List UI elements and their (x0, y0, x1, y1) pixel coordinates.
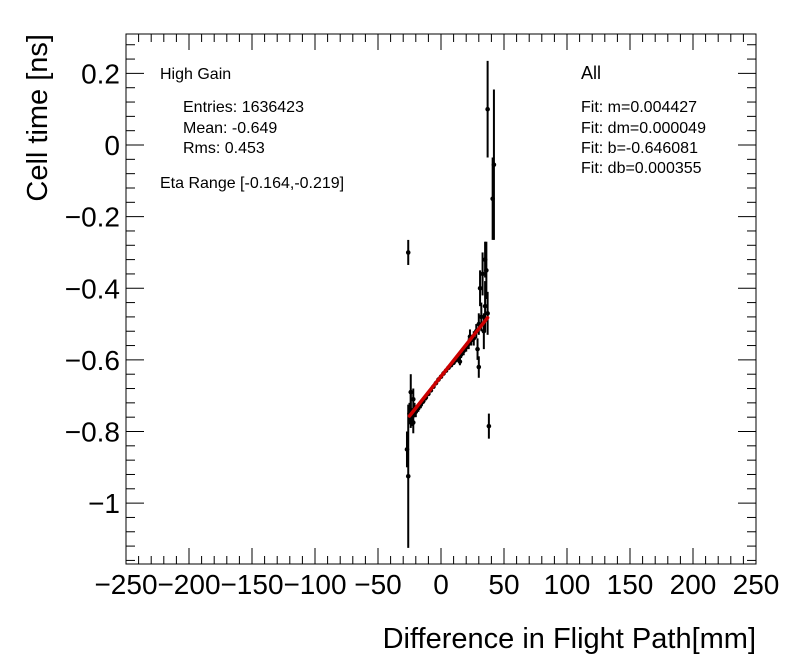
data-point (408, 389, 414, 395)
data-point (457, 359, 463, 364)
y-tick-label: −0.4 (65, 273, 120, 304)
fit-dm-label: Fit: dm=0.000049 (581, 120, 706, 137)
data-point (410, 396, 416, 402)
y-tick-label: −0.6 (65, 345, 120, 376)
mean-label: Mean: -0.649 (183, 120, 277, 137)
fit-b-label: Fit: b=-0.646081 (581, 140, 698, 157)
eta-range-label: Eta Range [-0.164,-0.219] (160, 175, 344, 192)
axis-ticks (125, 34, 757, 564)
x-tick-label: −150 (220, 569, 283, 600)
data-point (477, 285, 483, 291)
y-tick-label: −1 (88, 488, 120, 519)
entries-label: Entries: 1636423 (183, 99, 304, 116)
data-point (410, 420, 416, 425)
data-point (486, 423, 492, 429)
axis-tick-labels: −250 −200 −150 −100 −50 0 50 100 150 200 250 0.2 0 −0… (65, 58, 780, 600)
x-tick-label: 100 (544, 569, 591, 600)
data-point (485, 311, 490, 316)
y-tick-label: −0.2 (65, 202, 120, 233)
data-point (405, 250, 411, 255)
x-tick-label: 50 (488, 569, 519, 600)
data-points (404, 60, 497, 548)
data-point (476, 364, 482, 370)
data-point (480, 271, 485, 277)
x-tick-label: −250 (94, 569, 157, 600)
x-tick-label: 250 (733, 569, 780, 600)
y-tick-label: 0 (104, 130, 120, 161)
x-tick-label: 0 (433, 569, 449, 600)
fit-line (407, 315, 490, 418)
data-point (479, 314, 484, 320)
data-point (485, 106, 490, 112)
x-axis-title: Difference in Flight Path[mm] (383, 623, 756, 655)
gain-label: High Gain (160, 66, 231, 83)
y-axis-title: Cell time [ns] (22, 34, 54, 202)
selection-label: All (581, 63, 601, 83)
data-point (484, 268, 489, 273)
data-point (475, 346, 480, 352)
fit-m-label: Fit: m=0.004427 (581, 99, 697, 116)
data-point (491, 162, 497, 168)
x-tick-label: 200 (670, 569, 717, 600)
y-tick-label: −0.8 (65, 417, 120, 448)
x-tick-label: −50 (354, 569, 402, 600)
x-tick-label: −100 (283, 569, 346, 600)
data-point (482, 303, 488, 309)
fit-db-label: Fit: db=0.000355 (581, 160, 702, 177)
data-point (405, 473, 411, 479)
rms-label: Rms: 0.453 (183, 140, 265, 157)
x-tick-label: −200 (157, 569, 220, 600)
x-tick-label: 150 (607, 569, 654, 600)
y-tick-label: 0.2 (81, 58, 120, 89)
